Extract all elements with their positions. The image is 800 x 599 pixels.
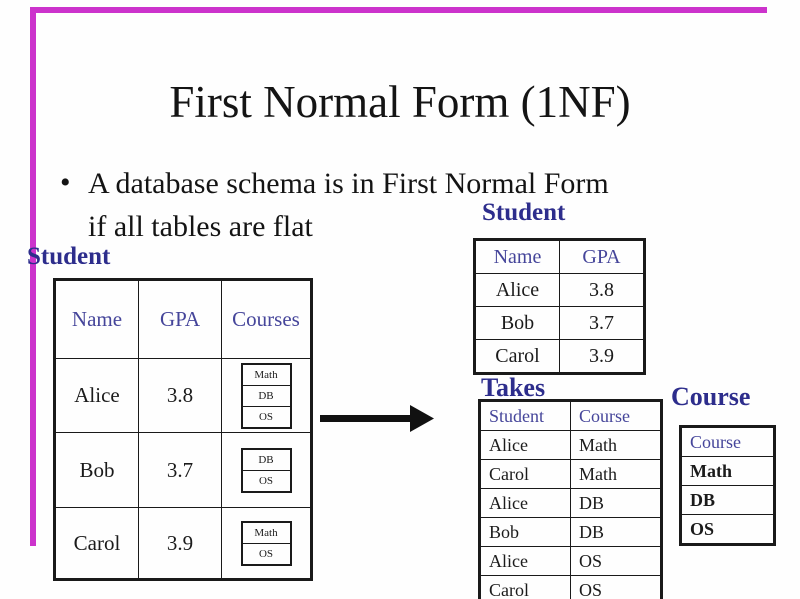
nested-course-list: Math DB OS bbox=[240, 362, 292, 429]
header-row: Student Course bbox=[479, 400, 662, 431]
header-row: Name GPA bbox=[474, 239, 645, 274]
table-row: Carol 3.9 Math OS bbox=[54, 507, 312, 580]
table-cell: Math DB OS bbox=[221, 358, 312, 433]
takes-table: Student Course Alice Math Carol Math Ali… bbox=[478, 399, 663, 599]
column-header: Name bbox=[54, 279, 139, 359]
student-table-label: Student bbox=[482, 199, 566, 226]
table-row: Bob DB bbox=[479, 517, 662, 547]
table-row: Carol Math bbox=[479, 459, 662, 489]
bullet-icon: • bbox=[60, 166, 71, 199]
nested-course-cell: Math bbox=[241, 363, 291, 386]
nested-course-cell: OS bbox=[241, 542, 291, 565]
course-table: Course Math DB OS bbox=[679, 425, 776, 546]
table-cell: 3.7 bbox=[138, 432, 222, 508]
table-cell: 3.7 bbox=[559, 306, 645, 340]
table-row: OS bbox=[680, 514, 775, 545]
header-row: Name GPA Courses bbox=[54, 279, 312, 359]
table-row: Bob 3.7 bbox=[474, 306, 645, 340]
table-cell: Bob bbox=[474, 306, 560, 340]
table-cell: DB bbox=[680, 485, 775, 515]
nested-course-list: Math OS bbox=[240, 520, 292, 566]
table-row: Carol OS bbox=[479, 575, 662, 599]
table-row: DB bbox=[680, 485, 775, 515]
column-header: Name bbox=[474, 239, 560, 274]
table-row: Math bbox=[680, 456, 775, 486]
column-header: Course bbox=[570, 400, 662, 431]
table-cell: 3.9 bbox=[138, 507, 222, 580]
bullet-line-2: if all tables are flat bbox=[88, 210, 313, 243]
nested-course-list: DB OS bbox=[240, 447, 292, 493]
table-cell: OS bbox=[570, 546, 662, 576]
table-cell: 3.8 bbox=[559, 273, 645, 307]
table-cell: Math bbox=[680, 456, 775, 486]
table-cell: Math bbox=[570, 459, 662, 489]
column-header: Student bbox=[479, 400, 571, 431]
table-cell: Alice bbox=[479, 430, 571, 460]
table-row: Bob 3.7 DB OS bbox=[54, 432, 312, 508]
table-cell: Math OS bbox=[221, 507, 312, 580]
table-cell: Alice bbox=[474, 273, 560, 307]
table-cell: Carol bbox=[479, 459, 571, 489]
table-row: Alice 3.8 bbox=[474, 273, 645, 307]
column-header: GPA bbox=[138, 279, 222, 359]
table-cell: Carol bbox=[54, 507, 139, 580]
column-header: Course bbox=[680, 426, 775, 457]
table-row: Alice OS bbox=[479, 546, 662, 576]
course-table-label: Course bbox=[671, 382, 751, 411]
bullet-line-1: A database schema is in First Normal For… bbox=[88, 167, 609, 200]
table-cell: Alice bbox=[54, 358, 139, 433]
table-cell: 3.8 bbox=[138, 358, 222, 433]
table-row: Alice Math bbox=[479, 430, 662, 460]
nested-course-cell: Math bbox=[241, 521, 291, 544]
column-header: Courses bbox=[221, 279, 312, 359]
slide-title: First Normal Form (1NF) bbox=[169, 77, 631, 127]
bullet-text: A database schema is in First Normal For… bbox=[88, 162, 778, 248]
table-cell: Bob bbox=[479, 517, 571, 547]
table-cell: Alice bbox=[479, 546, 571, 576]
table-cell: OS bbox=[570, 575, 662, 599]
table-row: Alice 3.8 Math DB OS bbox=[54, 358, 312, 433]
takes-table-label: Takes bbox=[481, 373, 546, 402]
unnormalized-table-label: Student bbox=[27, 243, 111, 270]
nested-course-cell: OS bbox=[241, 469, 291, 492]
accent-bar-left bbox=[30, 7, 36, 546]
table-cell: Carol bbox=[479, 575, 571, 599]
table-cell: DB bbox=[570, 517, 662, 547]
table-cell: Carol bbox=[474, 339, 560, 374]
table-row: Carol 3.9 bbox=[474, 339, 645, 374]
header-row: Course bbox=[680, 426, 775, 457]
table-cell: Math bbox=[570, 430, 662, 460]
table-cell: Alice bbox=[479, 488, 571, 518]
table-row: Alice DB bbox=[479, 488, 662, 518]
nested-course-cell: DB bbox=[241, 448, 291, 471]
right-arrow-icon bbox=[320, 405, 434, 432]
nested-course-cell: DB bbox=[241, 384, 291, 407]
table-cell: OS bbox=[680, 514, 775, 545]
student-table: Name GPA Alice 3.8 Bob 3.7 Carol 3.9 bbox=[473, 238, 646, 375]
table-cell: Bob bbox=[54, 432, 139, 508]
table-cell: DB OS bbox=[221, 432, 312, 508]
accent-bar-top bbox=[30, 7, 767, 13]
table-cell: 3.9 bbox=[559, 339, 645, 374]
table-cell: DB bbox=[570, 488, 662, 518]
nested-course-cell: OS bbox=[241, 405, 291, 428]
unnormalized-student-table: Name GPA Courses Alice 3.8 Math DB OS Bo… bbox=[53, 278, 313, 581]
column-header: GPA bbox=[559, 239, 645, 274]
